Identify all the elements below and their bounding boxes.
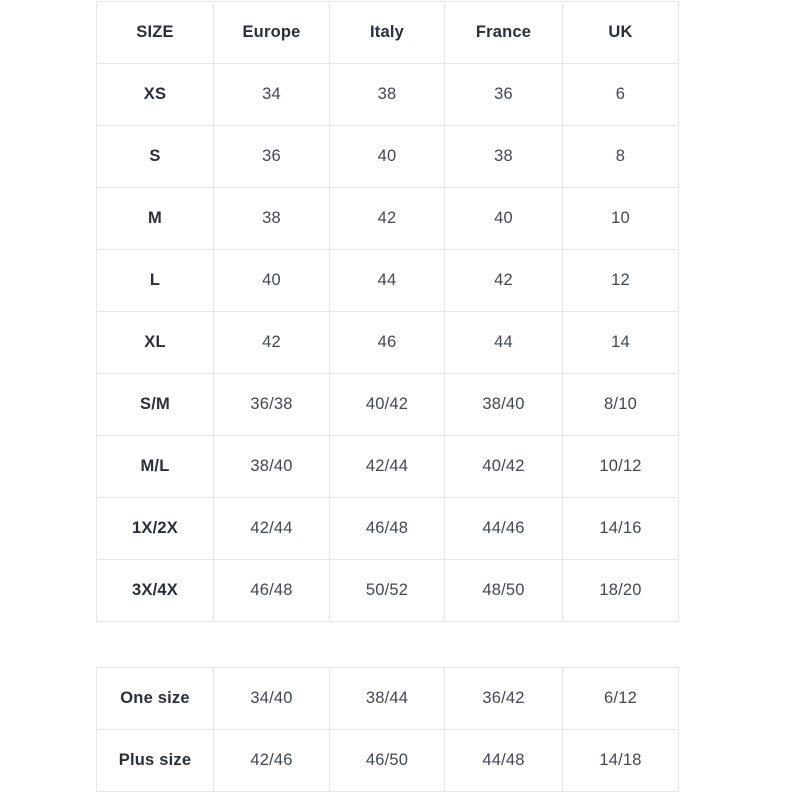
cell-uk: 6/12 bbox=[562, 667, 679, 730]
cell-europe: 36/38 bbox=[213, 373, 330, 436]
row-label: M bbox=[96, 187, 214, 250]
cell-uk: 10/12 bbox=[562, 435, 679, 498]
column-header-uk: UK bbox=[562, 1, 679, 64]
column-header-europe: Europe bbox=[213, 1, 330, 64]
cell-uk: 12 bbox=[562, 249, 679, 312]
cell-france: 36 bbox=[444, 63, 563, 126]
cell-france: 44/48 bbox=[444, 729, 563, 792]
row-label: S bbox=[96, 125, 214, 188]
cell-uk: 14/18 bbox=[562, 729, 679, 792]
cell-uk: 14/16 bbox=[562, 497, 679, 560]
cell-europe: 40 bbox=[213, 249, 330, 312]
cell-france: 38 bbox=[444, 125, 563, 188]
table-row: One size 34/40 38/44 36/42 6/12 bbox=[96, 667, 679, 730]
cell-uk: 18/20 bbox=[562, 559, 679, 622]
cell-europe: 38 bbox=[213, 187, 330, 250]
table-row: S 36 40 38 8 bbox=[96, 125, 679, 188]
cell-france: 44 bbox=[444, 311, 563, 374]
cell-europe: 42/44 bbox=[213, 497, 330, 560]
cell-europe: 34 bbox=[213, 63, 330, 126]
cell-europe: 42 bbox=[213, 311, 330, 374]
cell-europe: 34/40 bbox=[213, 667, 330, 730]
cell-europe: 42/46 bbox=[213, 729, 330, 792]
cell-france: 38/40 bbox=[444, 373, 563, 436]
cell-italy: 38/44 bbox=[329, 667, 445, 730]
table-body: XS 34 38 36 6 S 36 40 38 8 M 38 42 40 10 bbox=[96, 63, 679, 622]
row-label: XL bbox=[96, 311, 214, 374]
table-row: Plus size 42/46 46/50 44/48 14/18 bbox=[96, 729, 679, 792]
column-header-france: France bbox=[444, 1, 563, 64]
cell-italy: 50/52 bbox=[329, 559, 445, 622]
cell-france: 36/42 bbox=[444, 667, 563, 730]
cell-france: 40/42 bbox=[444, 435, 563, 498]
row-label: One size bbox=[96, 667, 214, 730]
cell-italy: 42/44 bbox=[329, 435, 445, 498]
cell-uk: 8 bbox=[562, 125, 679, 188]
table-body: One size 34/40 38/44 36/42 6/12 Plus siz… bbox=[96, 667, 679, 792]
cell-italy: 46/50 bbox=[329, 729, 445, 792]
row-label: 1X/2X bbox=[96, 497, 214, 560]
cell-uk: 10 bbox=[562, 187, 679, 250]
table-row: 3X/4X 46/48 50/52 48/50 18/20 bbox=[96, 559, 679, 622]
row-label: M/L bbox=[96, 435, 214, 498]
table-header-row: SIZE Europe Italy France UK bbox=[96, 1, 679, 64]
cell-italy: 46 bbox=[329, 311, 445, 374]
table-header: SIZE Europe Italy France UK bbox=[96, 1, 679, 64]
cell-uk: 6 bbox=[562, 63, 679, 126]
row-label: S/M bbox=[96, 373, 214, 436]
table-row: XL 42 46 44 14 bbox=[96, 311, 679, 374]
table-row: M/L 38/40 42/44 40/42 10/12 bbox=[96, 435, 679, 498]
column-header-size: SIZE bbox=[96, 1, 214, 64]
row-label: XS bbox=[96, 63, 214, 126]
universal-size-conversion-table: One size 34/40 38/44 36/42 6/12 Plus siz… bbox=[96, 667, 679, 792]
table-row: 1X/2X 42/44 46/48 44/46 14/16 bbox=[96, 497, 679, 560]
table-row: XS 34 38 36 6 bbox=[96, 63, 679, 126]
cell-france: 44/46 bbox=[444, 497, 563, 560]
cell-europe: 38/40 bbox=[213, 435, 330, 498]
cell-france: 48/50 bbox=[444, 559, 563, 622]
cell-europe: 46/48 bbox=[213, 559, 330, 622]
cell-uk: 8/10 bbox=[562, 373, 679, 436]
table-row: L 40 44 42 12 bbox=[96, 249, 679, 312]
cell-italy: 46/48 bbox=[329, 497, 445, 560]
table-row: S/M 36/38 40/42 38/40 8/10 bbox=[96, 373, 679, 436]
cell-france: 42 bbox=[444, 249, 563, 312]
cell-france: 40 bbox=[444, 187, 563, 250]
cell-italy: 40/42 bbox=[329, 373, 445, 436]
cell-italy: 42 bbox=[329, 187, 445, 250]
cell-italy: 44 bbox=[329, 249, 445, 312]
row-label: L bbox=[96, 249, 214, 312]
cell-europe: 36 bbox=[213, 125, 330, 188]
standard-size-conversion-table: SIZE Europe Italy France UK XS 34 38 36 … bbox=[96, 1, 679, 622]
table-row: M 38 42 40 10 bbox=[96, 187, 679, 250]
row-label: 3X/4X bbox=[96, 559, 214, 622]
column-header-italy: Italy bbox=[329, 1, 445, 64]
cell-uk: 14 bbox=[562, 311, 679, 374]
cell-italy: 40 bbox=[329, 125, 445, 188]
row-label: Plus size bbox=[96, 729, 214, 792]
cell-italy: 38 bbox=[329, 63, 445, 126]
